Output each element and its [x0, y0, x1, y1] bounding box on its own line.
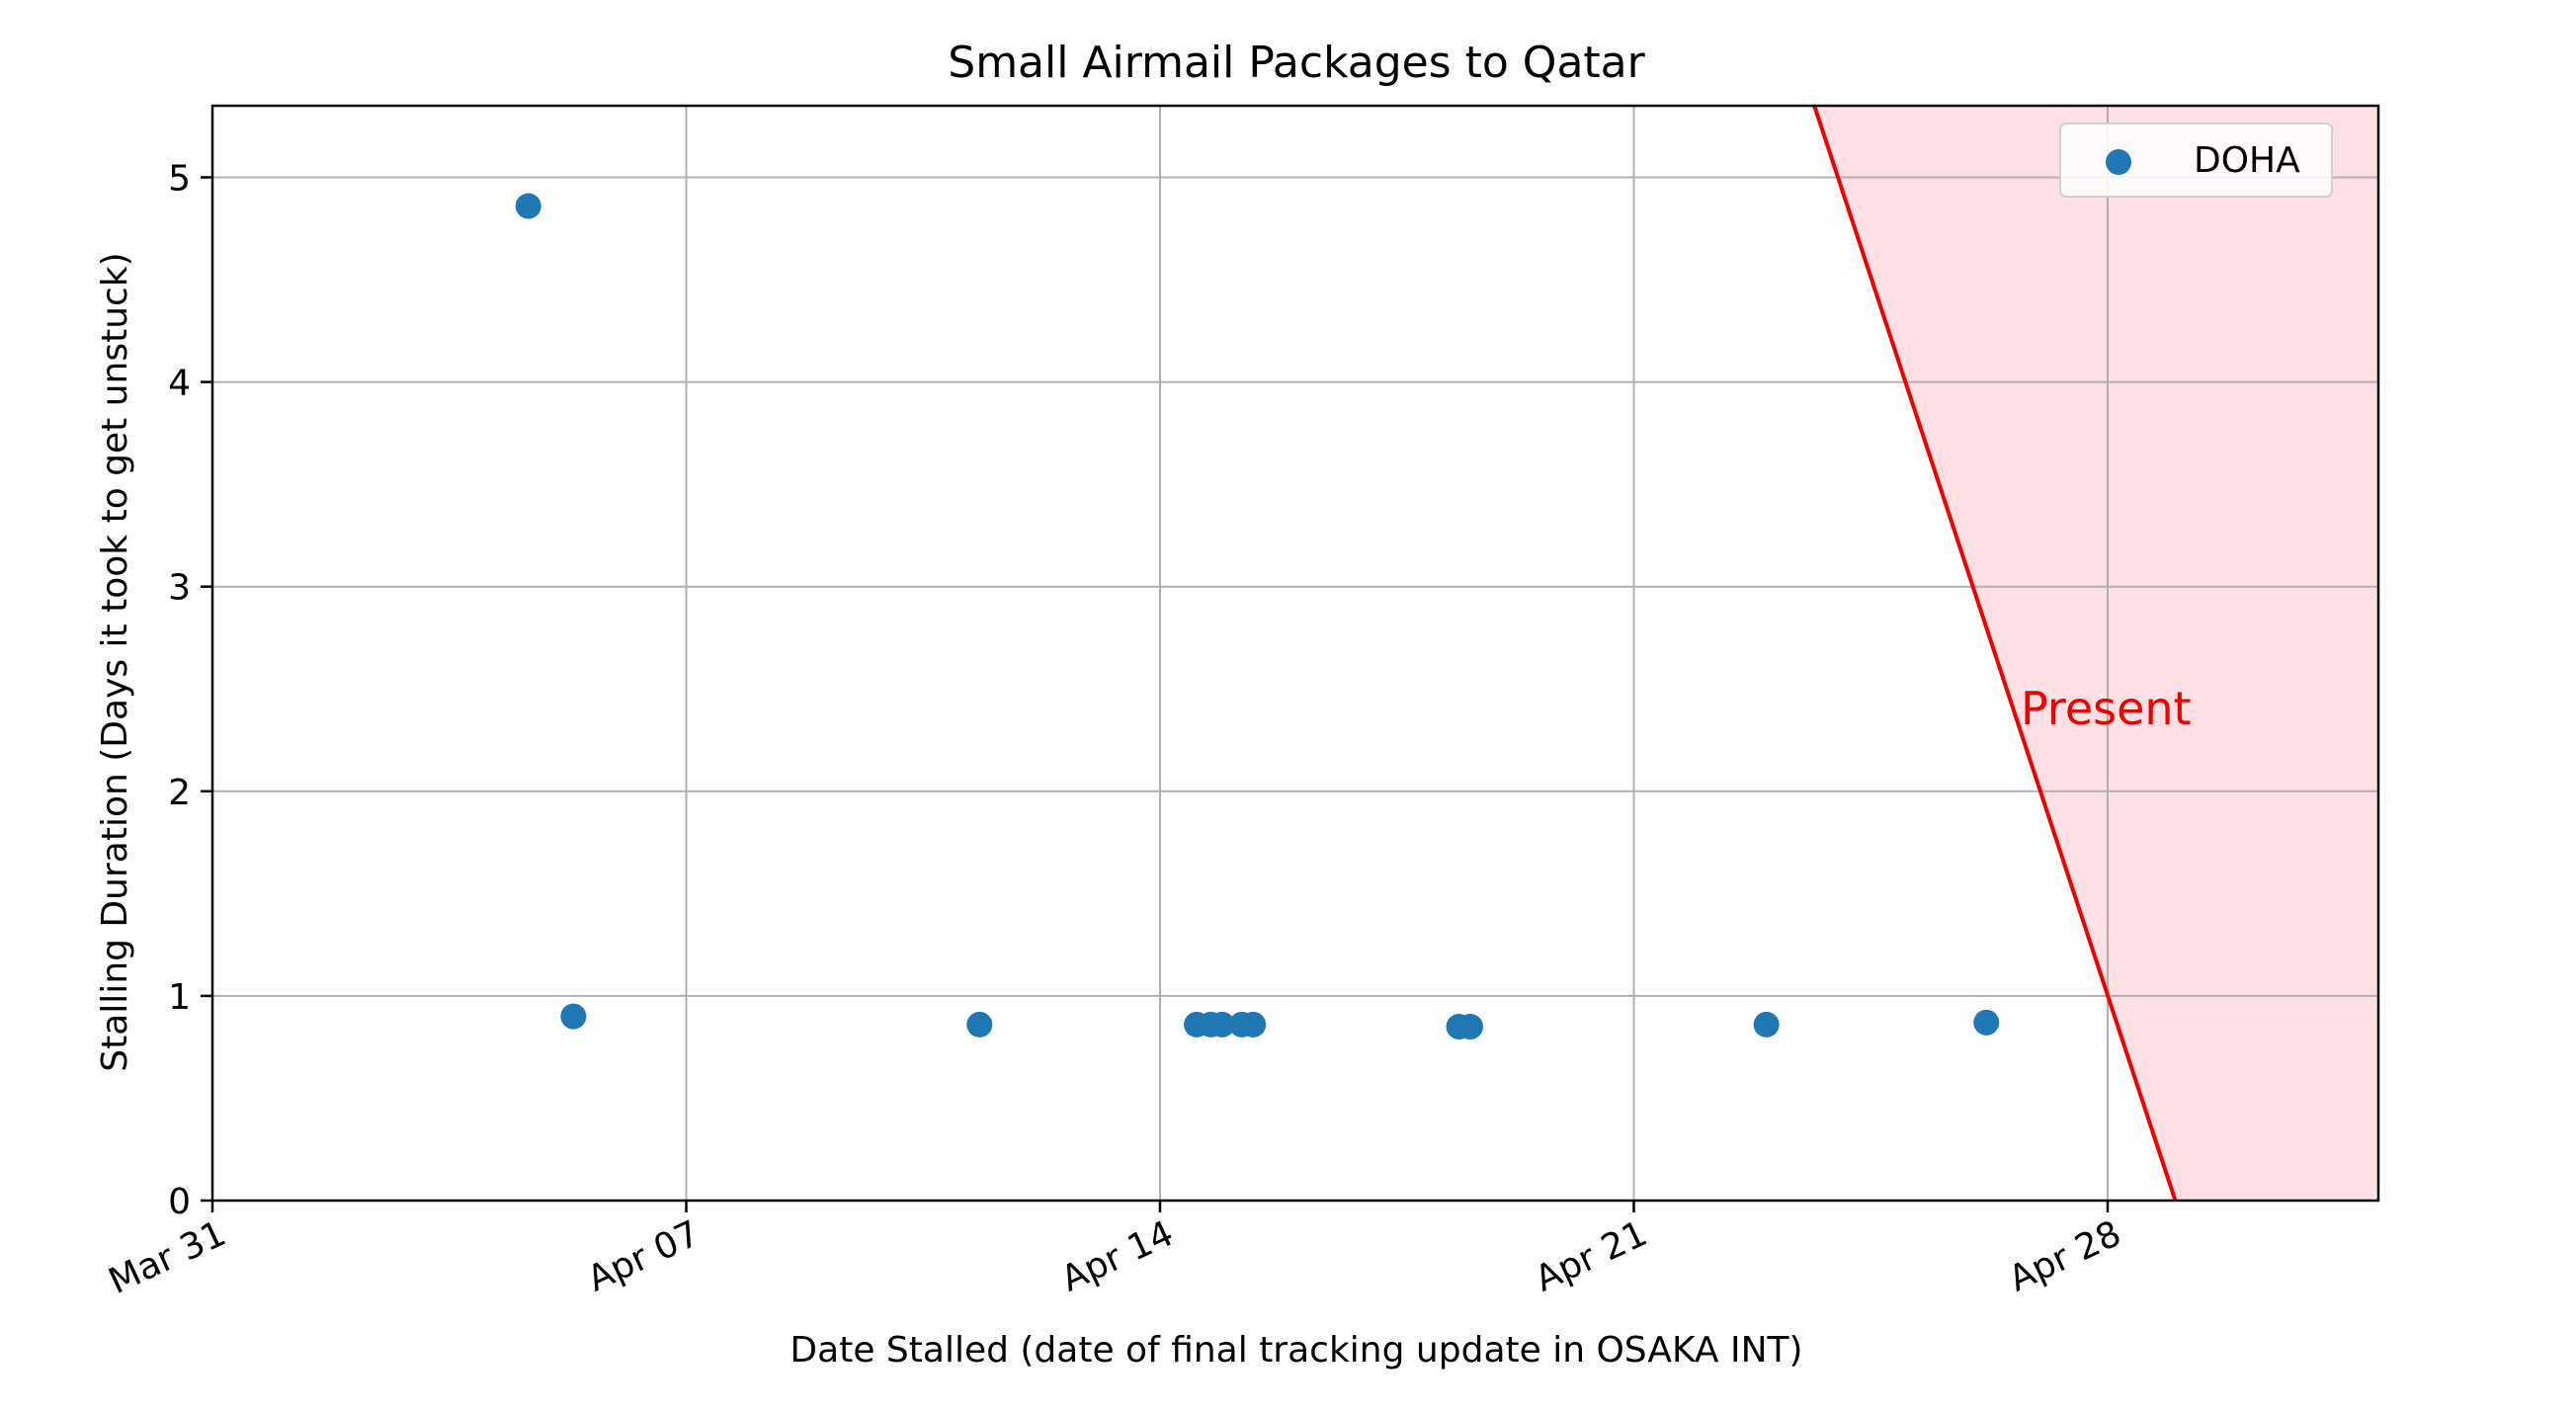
chart-title: Small Airmail Packages to Qatar [948, 38, 1645, 88]
legend-marker [2106, 149, 2131, 175]
present-annotation: Present [2021, 682, 2192, 735]
y-tick-label: 2 [168, 773, 191, 813]
x-tick-label: Apr 28 [2003, 1213, 2127, 1300]
legend-label: DOHA [2194, 140, 2300, 181]
y-tick-label: 4 [168, 364, 191, 404]
data-point [1753, 1011, 1780, 1038]
data-point [966, 1011, 993, 1038]
x-tick-label: Apr 07 [582, 1213, 706, 1300]
x-tick-label: Mar 31 [103, 1213, 232, 1302]
legend: DOHA [2059, 123, 2333, 198]
y-tick-label: 0 [168, 1182, 191, 1222]
present-shaded-region [1814, 106, 2378, 1201]
data-point [515, 193, 541, 219]
plot-frame [210, 104, 2380, 1203]
x-tick-label: Apr 21 [1530, 1213, 1654, 1300]
x-axis-label: Date Stalled (date of final tracking upd… [789, 1330, 1802, 1371]
y-tick-label: 5 [168, 158, 191, 199]
present-line [1812, 105, 2178, 1202]
data-point [1208, 1011, 1235, 1038]
y-tick-label: 1 [168, 977, 191, 1018]
data-point [1973, 1009, 2000, 1036]
x-tick-label: Apr 14 [1055, 1213, 1180, 1300]
y-tick-label: 3 [168, 568, 191, 609]
data-point [1240, 1011, 1267, 1038]
legend-box [2059, 123, 2333, 198]
data-point [1456, 1013, 1483, 1039]
data-point [560, 1003, 587, 1030]
y-axis-label: Stalling Duration (Days it took to get u… [95, 252, 135, 1071]
